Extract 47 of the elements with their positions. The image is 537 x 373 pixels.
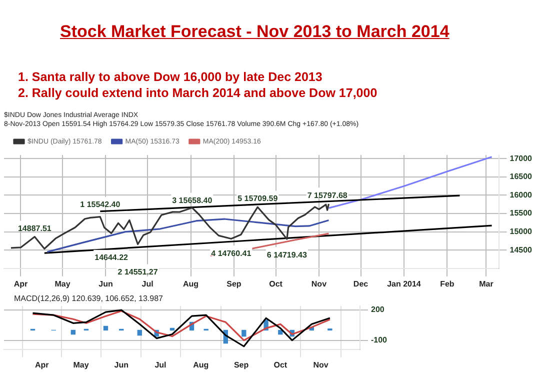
x-tick-label: Sep [226, 279, 242, 288]
chart-title: Stock Market Forecast - Nov 2013 to March 2014 [60, 22, 450, 42]
annotation: 6 14719.43 [266, 250, 308, 260]
x-tick-label: Mar [479, 279, 494, 288]
annotation: 2 14551.27 [118, 267, 158, 276]
text: 1. Santa rally to above Dow 16,000 by late Dec 2013 [18, 70, 322, 84]
x-tick-label: May [54, 279, 71, 288]
x-tick-label: Apr [35, 360, 49, 370]
y-tick-label: 200 [370, 305, 385, 314]
y-tick-label: 15500 [510, 208, 533, 218]
x-tick-label: Sep [234, 360, 249, 370]
text: 2. Rally could extend into March 2014 and above Dow 17,000 [18, 86, 378, 100]
x-tick-label: Feb [440, 279, 454, 288]
bar [242, 330, 246, 337]
annotation: 4 14760.41 [211, 248, 252, 258]
x-tick-label: Jan 2014 [387, 279, 422, 288]
annotation: 14887.51 [18, 224, 52, 234]
x-tick-label: Oct [269, 279, 283, 288]
x-tick-label: May [73, 360, 90, 370]
x-tick-label: Jul [154, 360, 166, 370]
y-tick-label: 15000 [510, 227, 533, 236]
annotation: 3 15658.40 [172, 196, 213, 205]
x-tick-label: Jun [98, 279, 113, 288]
x-tick-label: Jul [142, 279, 154, 288]
x-tick-label: Aug [182, 279, 199, 288]
bar [170, 328, 175, 331]
x-tick-label: Apr [14, 279, 28, 288]
annotation: 1 15542.40 [80, 200, 121, 210]
y-tick-label: 17000 [510, 154, 533, 163]
annotation: 14644.22 [94, 253, 129, 262]
y-tick-label: 14500 [510, 245, 533, 254]
y-tick-label: 16500 [510, 172, 533, 182]
x-tick-label: Dec [353, 279, 369, 288]
x-tick-label: Nov [313, 360, 329, 370]
x-tick-label: Nov [311, 279, 328, 288]
y-tick-label: 16000 [510, 190, 533, 200]
x-tick-label: Oct [274, 360, 288, 370]
bar [103, 326, 108, 331]
chart-title: MACD(12,26,9) 120.639, 106.652, 13.987 [14, 294, 163, 303]
annotation: 5 15709.59 [238, 194, 278, 204]
bar [137, 330, 142, 336]
bar [328, 328, 332, 331]
bar [70, 330, 76, 335]
x-tick-label: Jun [114, 360, 129, 370]
annotation: 7 15797.68 [307, 190, 348, 200]
y-tick-label: -100 [370, 336, 388, 345]
x-tick-label: Aug [193, 360, 209, 370]
